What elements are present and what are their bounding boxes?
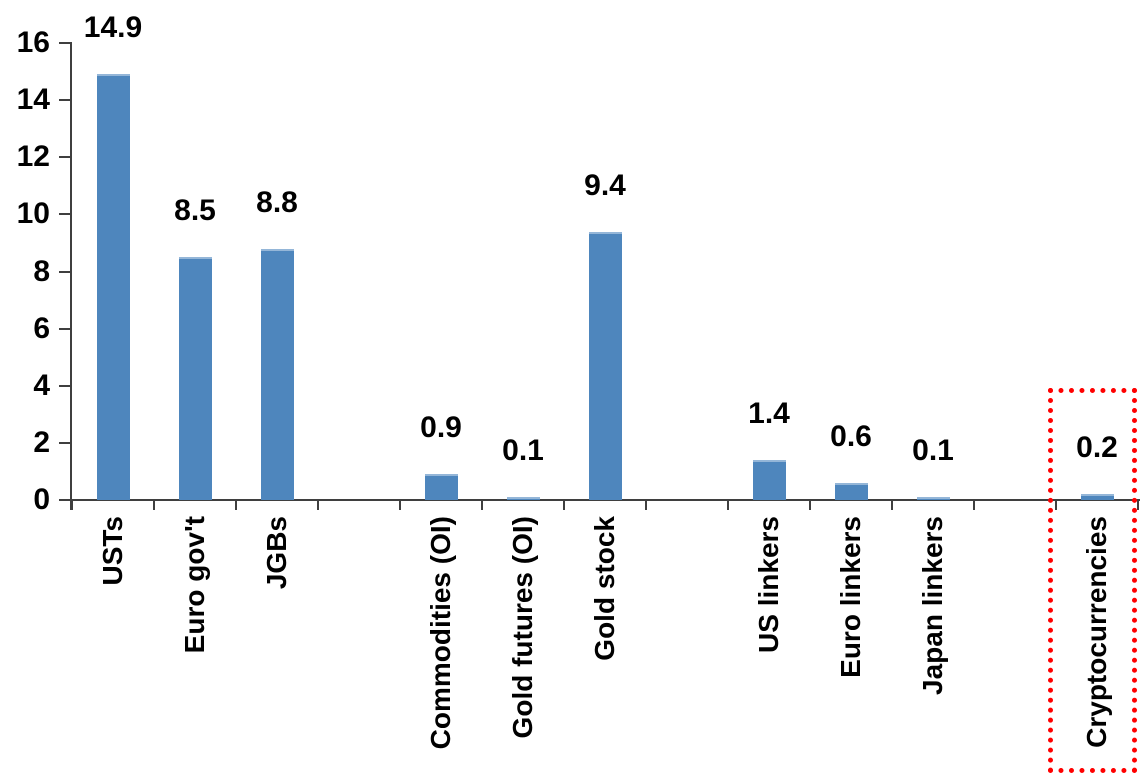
x-tick — [481, 499, 483, 510]
y-tick-label: 0 — [33, 483, 50, 516]
y-tick — [59, 213, 71, 215]
value-label: 0.1 — [502, 434, 544, 467]
category-label-text: Commodities (OI) — [425, 516, 456, 750]
y-tick-label: 10 — [16, 197, 50, 230]
y-tick-label: 14 — [16, 83, 50, 116]
x-tick — [317, 499, 319, 510]
category-label-text: Euro linkers — [835, 516, 866, 678]
value-label: 8.5 — [174, 194, 216, 227]
y-tick — [59, 156, 71, 158]
bar — [96, 74, 130, 500]
y-tick-label: 8 — [33, 255, 50, 288]
y-tick-label: 12 — [16, 140, 50, 173]
value-label: 0.6 — [830, 420, 872, 453]
value-label: 1.4 — [748, 397, 790, 430]
x-tick — [727, 499, 729, 510]
value-label: 0.9 — [420, 411, 462, 444]
x-tick — [1055, 499, 1057, 510]
category-label-text: Japan linkers — [917, 516, 948, 695]
bar — [424, 474, 458, 500]
value-label: 0.2 — [1076, 431, 1118, 464]
category-label-text: USTs — [97, 516, 128, 586]
x-tick — [153, 499, 155, 510]
x-tick — [891, 499, 893, 510]
y-tick — [59, 99, 71, 101]
x-tick — [809, 499, 811, 510]
x-tick — [645, 499, 647, 510]
category-label-text: Gold stock — [589, 516, 620, 661]
bar — [178, 257, 212, 500]
bar — [834, 483, 868, 500]
y-tick — [59, 499, 71, 501]
category-label-text: JGBs — [261, 516, 292, 590]
value-label: 0.1 — [912, 434, 954, 467]
bar — [752, 460, 786, 500]
y-tick-label: 4 — [33, 369, 50, 402]
y-tick-label: 16 — [16, 26, 50, 59]
y-tick — [59, 442, 71, 444]
x-axis — [70, 499, 1140, 501]
y-tick — [59, 271, 71, 273]
value-label: 14.9 — [83, 11, 143, 44]
value-label: 8.8 — [256, 186, 298, 219]
x-tick — [235, 499, 237, 510]
y-tick — [59, 328, 71, 330]
bar — [506, 497, 540, 500]
bar — [916, 497, 950, 500]
x-tick — [399, 499, 401, 510]
category-label-text: US linkers — [753, 516, 784, 653]
y-tick — [59, 42, 71, 44]
highlight-box — [1048, 388, 1137, 773]
bar — [588, 232, 622, 500]
y-tick — [59, 385, 71, 387]
y-tick-label: 6 — [33, 312, 50, 345]
category-label-text: Gold futures (OI) — [507, 516, 538, 739]
bar — [260, 249, 294, 500]
x-tick — [973, 499, 975, 510]
x-tick — [1137, 499, 1139, 510]
value-label: 9.4 — [584, 169, 626, 202]
y-axis — [70, 42, 72, 510]
x-tick — [71, 499, 73, 510]
bar — [1080, 494, 1114, 500]
y-tick-label: 2 — [33, 426, 50, 459]
x-tick — [563, 499, 565, 510]
category-label-text: Euro gov't — [179, 516, 210, 654]
